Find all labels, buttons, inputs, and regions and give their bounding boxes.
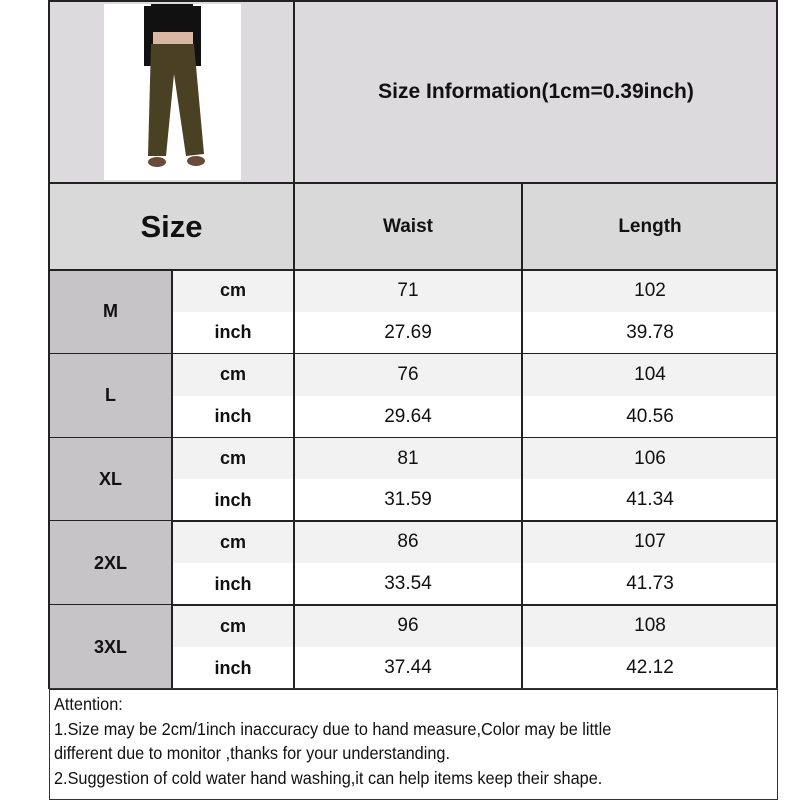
length-value: 106 bbox=[522, 437, 778, 480]
grid-line bbox=[48, 0, 50, 689]
grid-line bbox=[49, 269, 778, 271]
length-value: 102 bbox=[522, 270, 778, 312]
product-photo bbox=[104, 4, 241, 180]
size-label: 3XL bbox=[49, 605, 172, 689]
waist-value: 29.64 bbox=[294, 395, 522, 438]
grid-line bbox=[172, 520, 778, 522]
grid-line bbox=[49, 688, 172, 690]
length-value: 40.56 bbox=[522, 395, 778, 438]
header-waist: Waist bbox=[294, 183, 522, 270]
unit-label: inch bbox=[172, 395, 294, 438]
size-label: 2XL bbox=[49, 521, 172, 606]
waist-value: 31.59 bbox=[294, 479, 522, 522]
size-label: L bbox=[49, 353, 172, 438]
grid-line bbox=[49, 182, 778, 184]
length-value: 42.12 bbox=[522, 647, 778, 689]
grid-line bbox=[776, 0, 778, 689]
length-value: 104 bbox=[522, 353, 778, 396]
unit-label: cm bbox=[172, 353, 294, 396]
waist-value: 81 bbox=[294, 437, 522, 480]
waist-value: 33.54 bbox=[294, 563, 522, 606]
grid-line bbox=[172, 604, 778, 606]
length-value: 41.73 bbox=[522, 563, 778, 606]
grid-line bbox=[172, 436, 778, 439]
waist-value: 76 bbox=[294, 353, 522, 396]
length-value: 39.78 bbox=[522, 311, 778, 354]
size-info-title: Size Information(1cm=0.39inch) bbox=[294, 0, 778, 183]
unit-label: cm bbox=[172, 605, 294, 648]
grid-line bbox=[521, 183, 523, 689]
grid-line bbox=[293, 0, 295, 689]
unit-label: cm bbox=[172, 437, 294, 480]
length-value: 41.34 bbox=[522, 479, 778, 522]
unit-label: inch bbox=[172, 311, 294, 354]
attention-notes: Attention: 1.Size may be 2cm/1inch inacc… bbox=[49, 688, 778, 800]
unit-label: inch bbox=[172, 479, 294, 522]
unit-label: cm bbox=[172, 521, 294, 564]
unit-label: cm bbox=[172, 270, 294, 312]
attention-line-3: 2.Suggestion of cold water hand washing,… bbox=[54, 767, 603, 788]
length-value: 107 bbox=[522, 521, 778, 564]
length-value: 108 bbox=[522, 605, 778, 648]
attention-line-2: different due to monitor ,thanks for you… bbox=[54, 743, 450, 763]
size-label: M bbox=[49, 270, 172, 354]
size-label: XL bbox=[49, 437, 172, 522]
grid-line bbox=[49, 0, 778, 2]
waist-value: 27.69 bbox=[294, 311, 522, 354]
waist-value: 37.44 bbox=[294, 647, 522, 689]
attention-line-1: 1.Size may be 2cm/1inch inaccuracy due t… bbox=[54, 718, 612, 739]
waist-value: 86 bbox=[294, 521, 522, 564]
grid-line bbox=[172, 352, 778, 355]
header-length: Length bbox=[522, 183, 778, 270]
grid-line bbox=[171, 270, 173, 689]
attention-heading: Attention: bbox=[54, 694, 123, 714]
unit-label: inch bbox=[172, 647, 294, 689]
waist-value: 96 bbox=[294, 605, 522, 648]
unit-label: inch bbox=[172, 563, 294, 606]
header-size: Size bbox=[49, 183, 294, 270]
waist-value: 71 bbox=[294, 270, 522, 312]
